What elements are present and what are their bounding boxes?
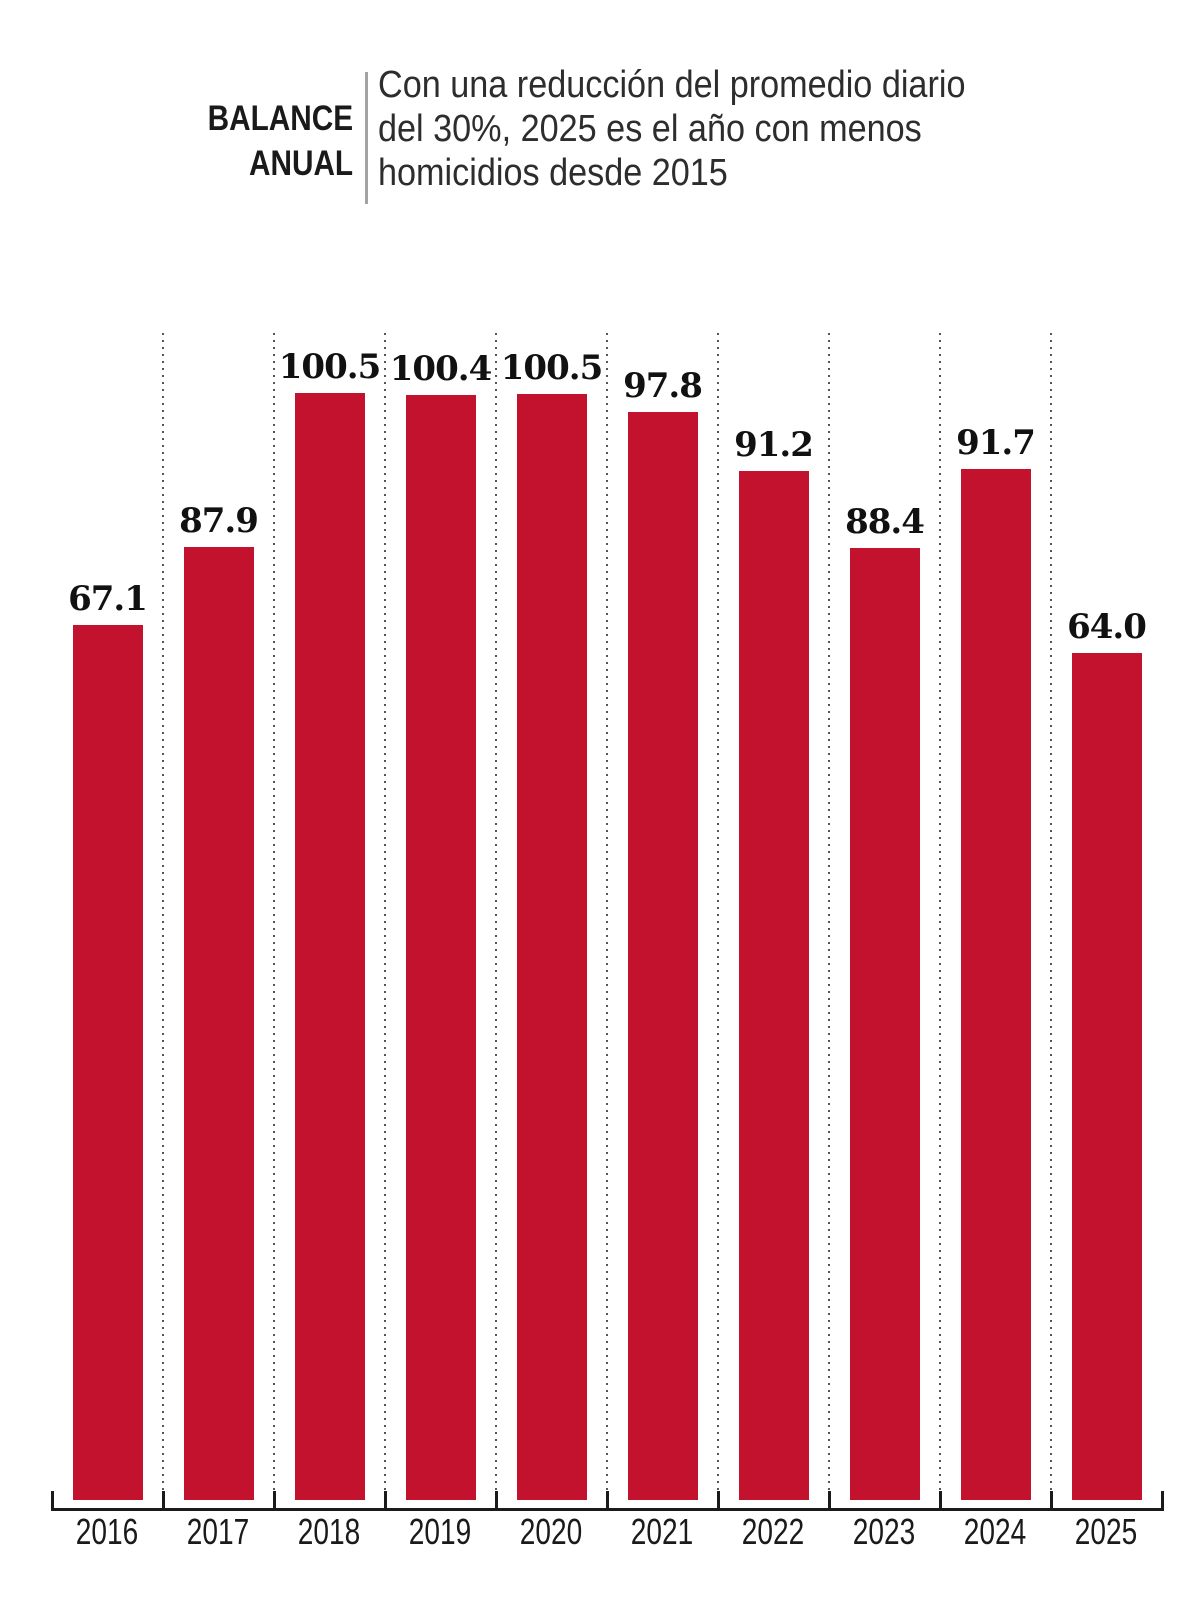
x-axis-label-text: 2016 [76, 1511, 139, 1552]
x-axis-label: 2025 [1051, 1512, 1162, 1552]
bar [294, 393, 365, 1500]
bar-value-label: 88.4 [845, 502, 925, 542]
x-axis-label-text: 2020 [520, 1511, 583, 1552]
x-axis-label: 2023 [829, 1512, 940, 1552]
bar-value-label: 100.5 [500, 348, 603, 388]
x-axis-label-text: 2019 [409, 1511, 472, 1552]
x-axis-label-text: 2025 [1075, 1511, 1138, 1552]
x-axis-label: 2019 [385, 1512, 496, 1552]
gridline [273, 333, 275, 1494]
x-axis-tick [51, 1491, 54, 1511]
x-axis-label-text: 2021 [631, 1511, 694, 1552]
x-axis-tick [606, 1491, 609, 1511]
x-axis-label-text: 2022 [742, 1511, 805, 1552]
gridline [162, 333, 164, 1494]
chart-kicker: BALANCE ANUAL [208, 96, 353, 186]
x-axis-label: 2022 [718, 1512, 829, 1552]
bar [738, 471, 809, 1500]
subtitle-line-1: Con una reducción del promedio diario [378, 64, 966, 106]
gridline [1050, 333, 1052, 1494]
header-divider [365, 72, 368, 204]
bar [849, 548, 920, 1500]
gridline [717, 333, 719, 1494]
x-axis-label: 2016 [52, 1512, 163, 1552]
x-axis-tick [495, 1491, 498, 1511]
gridline [384, 333, 386, 1494]
subtitle-line-3: homicidios desde 2015 [378, 152, 728, 194]
x-axis-label: 2020 [496, 1512, 607, 1552]
x-axis-tick [828, 1491, 831, 1511]
x-axis-tick [1050, 1491, 1053, 1511]
x-axis-label: 2017 [163, 1512, 274, 1552]
bar [183, 547, 254, 1500]
bar-value-label: 100.5 [278, 347, 381, 387]
kicker-line-2: ANUAL [248, 144, 353, 183]
x-axis-tick [717, 1491, 720, 1511]
chart-subtitle: Con una reducción del promedio diario de… [378, 63, 965, 195]
x-axis-tick [1161, 1491, 1164, 1511]
x-axis-tick [939, 1491, 942, 1511]
x-axis-label: 2024 [940, 1512, 1051, 1552]
bar-value-label: 87.9 [179, 501, 259, 541]
bar [960, 469, 1031, 1500]
bar [1071, 653, 1142, 1500]
bar-value-label: 91.7 [956, 423, 1036, 463]
x-axis-label-text: 2023 [853, 1511, 916, 1552]
bar [72, 625, 143, 1500]
gridline [939, 333, 941, 1494]
x-axis-label: 2018 [274, 1512, 385, 1552]
bar [627, 412, 698, 1500]
x-axis-label-text: 2024 [964, 1511, 1027, 1552]
x-axis-label: 2021 [607, 1512, 718, 1552]
x-axis-label-text: 2017 [187, 1511, 250, 1552]
gridline [828, 333, 830, 1494]
subtitle-line-2: del 30%, 2025 es el año con menos [378, 108, 922, 150]
x-axis-label-text: 2018 [298, 1511, 361, 1552]
gridline [495, 333, 497, 1494]
gridline [606, 333, 608, 1494]
bar-value-label: 64.0 [1067, 607, 1147, 647]
bar [405, 395, 476, 1500]
bar [516, 394, 587, 1500]
x-axis-tick [162, 1491, 165, 1511]
bar-value-label: 67.1 [68, 579, 148, 619]
x-axis-tick [384, 1491, 387, 1511]
bar-value-label: 97.8 [623, 366, 703, 406]
bar-value-label: 100.4 [389, 349, 492, 389]
x-axis-tick [273, 1491, 276, 1511]
kicker-line-1: BALANCE [207, 99, 353, 138]
bar-value-label: 91.2 [734, 425, 814, 465]
